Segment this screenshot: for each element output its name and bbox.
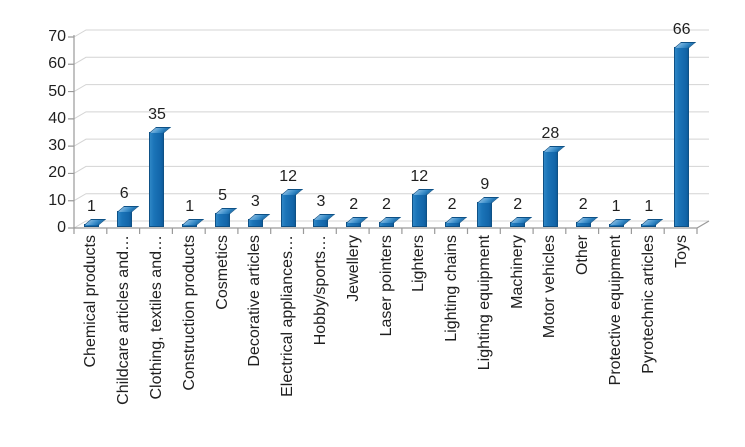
bar-value-label: 66 — [672, 20, 691, 38]
bar-value-label: 3 — [316, 192, 326, 210]
bar — [379, 221, 394, 227]
bar-value-label: 9 — [480, 176, 490, 194]
x-axis-label-text: Electrical appliances… — [279, 235, 297, 397]
bar — [608, 224, 624, 227]
bar — [411, 194, 427, 227]
y-axis-tick-label: 50 — [48, 82, 66, 100]
bar — [83, 224, 99, 227]
x-axis-label-text: Decorative articles — [246, 235, 264, 367]
x-axis-label-text: Construction products — [180, 235, 198, 391]
bar-value-label: 2 — [349, 195, 359, 213]
x-axis-label-text: Protective equipment — [607, 235, 625, 386]
bar — [215, 213, 231, 227]
bar-value-label: 1 — [644, 198, 654, 216]
x-axis-label-text: Pyrotechnic articles — [639, 235, 657, 374]
x-axis-label-text: Laser pointers — [377, 235, 395, 337]
x-axis-label-text: Cosmetics — [213, 235, 231, 310]
bar-value-label: 28 — [541, 124, 560, 142]
bar — [510, 221, 526, 227]
x-axis-label-text: Toys — [672, 235, 690, 268]
x-axis-label-text: Lighting equipment — [475, 235, 493, 371]
x-axis-label: Toys — [673, 235, 706, 268]
bar — [149, 131, 165, 227]
x-axis-label-text: Childcare articles and… — [115, 235, 133, 405]
x-axis-label-text: Lighting chains — [443, 235, 461, 342]
bar-value-label: 12 — [410, 168, 429, 186]
bar — [182, 224, 198, 227]
x-axis-label-text: Lighters — [410, 235, 428, 292]
y-axis-tick-label: 60 — [48, 55, 66, 73]
bar — [542, 150, 558, 227]
bar — [575, 221, 591, 227]
y-axis-tick-label: 20 — [48, 164, 66, 182]
x-axis-label-text: Machinery — [508, 235, 526, 309]
bar — [346, 221, 362, 227]
bar — [280, 194, 296, 227]
x-axis-label-text: Motor vehicles — [541, 235, 559, 339]
x-axis-label-text: Hobby/sports… — [311, 235, 329, 346]
bar — [477, 202, 493, 227]
bar — [674, 46, 690, 227]
bar-value-label: 3 — [250, 192, 260, 210]
bar-value-label: 12 — [279, 168, 298, 186]
bar-value-label: 2 — [447, 195, 457, 213]
bar — [641, 224, 657, 227]
y-axis-tick-label: 40 — [48, 109, 66, 127]
bar-value-label: 35 — [148, 105, 166, 123]
bar-value-label: 1 — [86, 198, 96, 216]
y-axis-tick-label: 70 — [48, 28, 66, 45]
y-axis-tick-label: 30 — [48, 137, 66, 155]
bar-value-label: 5 — [218, 187, 227, 205]
x-axis-label-text: Chemical products — [82, 235, 100, 368]
bar — [444, 221, 460, 227]
x-axis-label-text: Other — [574, 235, 592, 276]
bar-value-label: 2 — [513, 195, 523, 213]
bar-value-label: 6 — [119, 184, 129, 202]
bar — [116, 210, 132, 227]
y-axis-tick-label: 10 — [48, 191, 66, 209]
x-axis-label-text: Jewellery — [344, 235, 362, 302]
bar-value-label: 1 — [185, 198, 195, 216]
y-axis-tick-label: 0 — [57, 219, 66, 236]
bar-value-label: 2 — [382, 195, 391, 213]
x-axis-label-text: Clothing, textiles and… — [147, 235, 165, 400]
bar-value-label: 2 — [578, 195, 588, 213]
bar — [247, 218, 263, 227]
bar — [313, 218, 329, 227]
bar-value-label: 1 — [611, 198, 621, 216]
